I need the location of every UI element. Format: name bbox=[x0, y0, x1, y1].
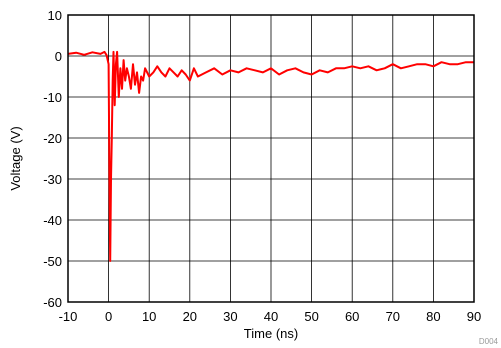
y-tick-label: -30 bbox=[43, 172, 62, 187]
x-tick-label: 30 bbox=[223, 309, 237, 324]
y-tick-label: -60 bbox=[43, 295, 62, 310]
x-tick-label: -10 bbox=[59, 309, 78, 324]
x-tick-label: 90 bbox=[467, 309, 481, 324]
x-tick-label: 80 bbox=[426, 309, 440, 324]
x-tick-label: 10 bbox=[142, 309, 156, 324]
plot-frame bbox=[67, 14, 475, 303]
x-axis-label: Time (ns) bbox=[244, 326, 298, 341]
x-tick-label: 70 bbox=[386, 309, 400, 324]
y-tick-label: -50 bbox=[43, 254, 62, 269]
y-tick-label: -10 bbox=[43, 90, 62, 105]
series-layer bbox=[67, 50, 474, 262]
x-tick-label: 50 bbox=[304, 309, 318, 324]
x-tick-label: 60 bbox=[345, 309, 359, 324]
x-tick-labels: -10 0 10 20 30 40 50 60 70 80 90 bbox=[59, 309, 482, 324]
y-tick-labels: 10 0 -10 -20 -30 -40 -50 -60 bbox=[43, 8, 62, 310]
y-tick-label: 0 bbox=[55, 49, 62, 64]
y-tick-label: -20 bbox=[43, 131, 62, 146]
voltage-series-line bbox=[67, 50, 474, 262]
x-tick-label: 40 bbox=[264, 309, 278, 324]
x-tick-label: 0 bbox=[105, 309, 112, 324]
y-tick-label: -40 bbox=[43, 213, 62, 228]
x-tick-label: 20 bbox=[183, 309, 197, 324]
y-tick-label: 10 bbox=[48, 8, 62, 23]
y-axis-label: Voltage (V) bbox=[8, 126, 23, 190]
document-id-label: D004 bbox=[479, 337, 499, 346]
grid bbox=[67, 14, 475, 303]
